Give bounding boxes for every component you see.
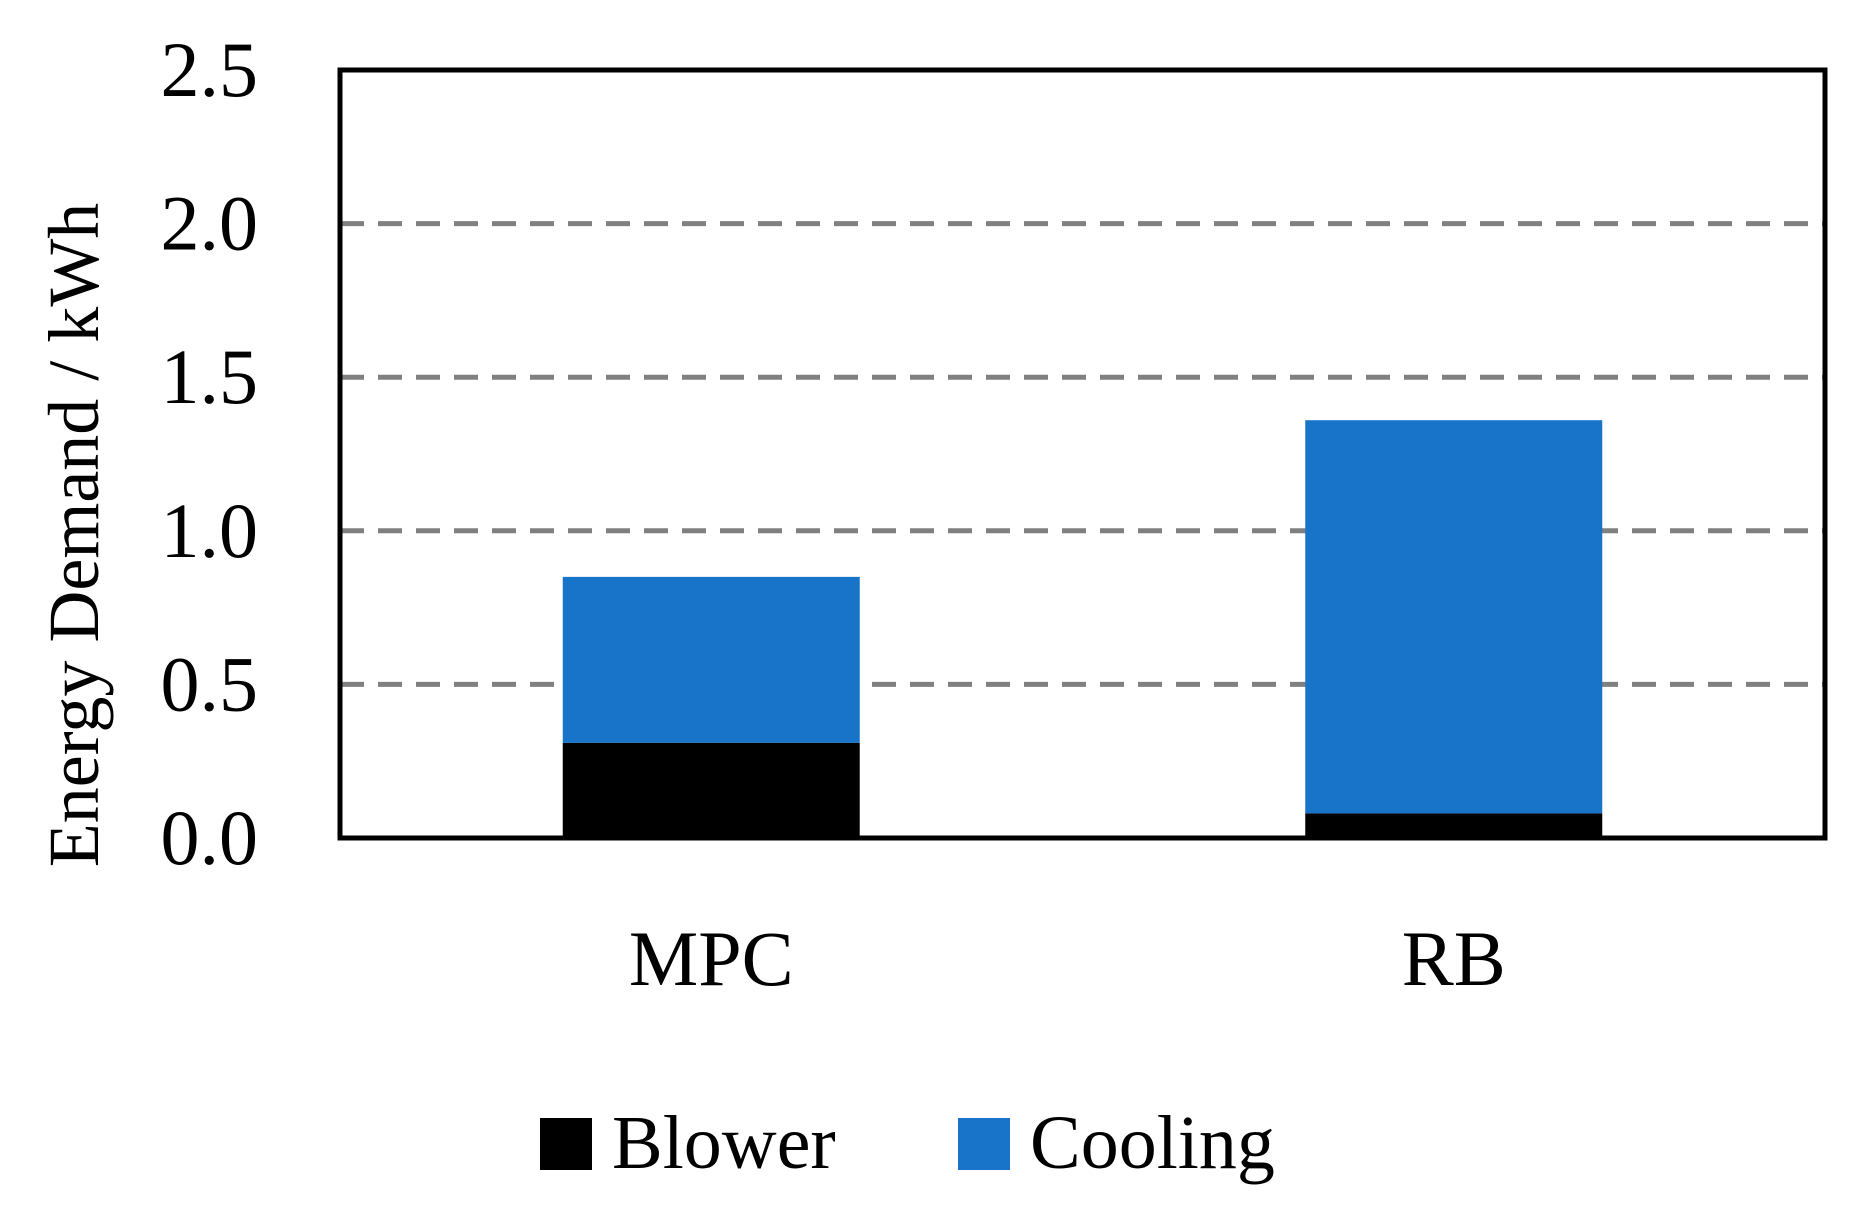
y-tick-labels: 0.0 0.5 1.0 1.5 2.0 2.5 — [161, 26, 259, 881]
y-tick-label: 1.5 — [161, 333, 259, 420]
y-tick-label: 1.0 — [161, 487, 259, 574]
y-tick-label: 2.5 — [161, 26, 259, 113]
bar-blower-rb — [1305, 813, 1603, 838]
plot-frame — [337, 67, 1828, 841]
y-tick-label: 2.0 — [161, 180, 259, 267]
y-tick-label: 0.5 — [161, 640, 259, 727]
y-axis-title: Energy Demand / kWh — [34, 203, 114, 868]
bar-cooling-rb — [1305, 420, 1603, 814]
y-tick-label: 0.0 — [161, 794, 259, 881]
legend-swatch-cooling — [958, 1118, 1010, 1170]
legend-swatch-blower — [540, 1118, 592, 1170]
legend-label-blower: Blower — [612, 1101, 836, 1185]
category-label-mpc: MPC — [629, 915, 794, 1002]
bar-blower-mpc — [562, 742, 860, 838]
category-label-rb: RB — [1402, 915, 1506, 1002]
category-labels: MPC RB — [629, 915, 1506, 1002]
bars — [562, 420, 1603, 838]
bar-cooling-mpc — [562, 576, 860, 743]
legend-label-cooling: Cooling — [1030, 1101, 1275, 1185]
legend: Blower Cooling — [540, 1101, 1275, 1185]
